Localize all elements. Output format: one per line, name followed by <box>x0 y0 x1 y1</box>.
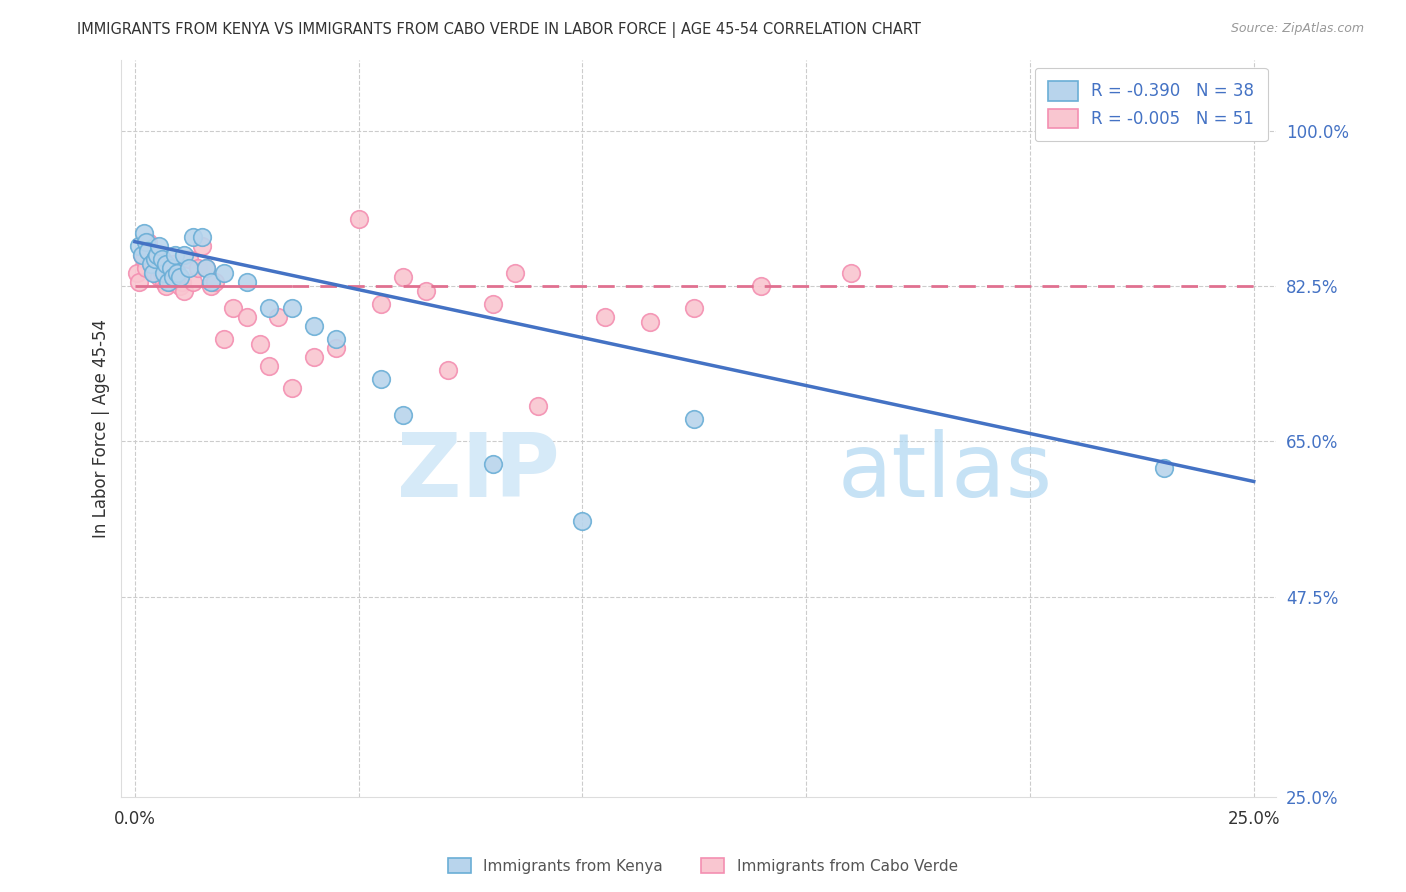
Point <box>173 248 195 262</box>
Point <box>159 275 181 289</box>
Point <box>638 315 661 329</box>
Point <box>143 252 166 267</box>
Point <box>148 239 170 253</box>
Point <box>127 266 149 280</box>
Point <box>751 279 773 293</box>
Point <box>1153 461 1175 475</box>
Point <box>136 235 159 249</box>
Y-axis label: In Labor Force | Age 45-54: In Labor Force | Age 45-54 <box>93 318 110 538</box>
Legend: R = -0.390   N = 38, R = -0.005   N = 51: R = -0.390 N = 38, R = -0.005 N = 51 <box>1035 68 1268 142</box>
Point <box>1108 106 1130 120</box>
Text: ZIP: ZIP <box>398 429 560 516</box>
Text: IMMIGRANTS FROM KENYA VS IMMIGRANTS FROM CABO VERDE IN LABOR FORCE | AGE 45-54 C: IMMIGRANTS FROM KENYA VS IMMIGRANTS FROM… <box>77 22 921 38</box>
Point <box>191 239 214 253</box>
Point <box>370 372 392 386</box>
Point <box>136 244 159 258</box>
Point <box>177 252 200 267</box>
Point <box>482 297 505 311</box>
Point <box>325 332 347 346</box>
Point <box>214 332 236 346</box>
Point <box>571 515 593 529</box>
Point <box>214 266 236 280</box>
Text: atlas: atlas <box>838 429 1053 516</box>
Point <box>302 319 325 334</box>
Point <box>128 239 150 253</box>
Point <box>150 252 173 267</box>
Point <box>181 275 204 289</box>
Point <box>370 297 392 311</box>
Point <box>159 261 181 276</box>
Point <box>280 381 302 395</box>
Point <box>157 261 180 276</box>
Point <box>503 266 526 280</box>
Point <box>155 257 177 271</box>
Point <box>204 275 226 289</box>
Point <box>146 252 169 267</box>
Point <box>200 279 222 293</box>
Point <box>177 261 200 276</box>
Point <box>146 248 169 262</box>
Point <box>132 252 155 267</box>
Point <box>195 261 218 276</box>
Point <box>162 257 184 271</box>
Point <box>249 336 271 351</box>
Point <box>162 270 184 285</box>
Point <box>200 275 222 289</box>
Point <box>135 235 157 249</box>
Point <box>153 266 176 280</box>
Point <box>169 279 191 293</box>
Point <box>153 275 176 289</box>
Point <box>186 261 208 276</box>
Point <box>302 350 325 364</box>
Point <box>142 257 165 271</box>
Point <box>128 275 150 289</box>
Point <box>132 226 155 240</box>
Point <box>235 310 257 325</box>
Point <box>257 359 280 373</box>
Point <box>267 310 290 325</box>
Point <box>325 341 347 355</box>
Point <box>157 275 180 289</box>
Point <box>280 301 302 316</box>
Point <box>148 270 170 285</box>
Text: Source: ZipAtlas.com: Source: ZipAtlas.com <box>1230 22 1364 36</box>
Point <box>165 270 187 285</box>
Point <box>839 266 862 280</box>
Point <box>222 301 245 316</box>
Point <box>437 363 460 377</box>
Point <box>235 275 257 289</box>
Point <box>143 266 166 280</box>
Point <box>139 248 162 262</box>
Point <box>142 266 165 280</box>
Point <box>165 248 187 262</box>
Point <box>170 275 193 289</box>
Legend: Immigrants from Kenya, Immigrants from Cabo Verde: Immigrants from Kenya, Immigrants from C… <box>443 852 963 880</box>
Point <box>181 230 204 244</box>
Point <box>155 279 177 293</box>
Point <box>173 284 195 298</box>
Point <box>150 266 173 280</box>
Point <box>131 248 153 262</box>
Point <box>683 412 706 426</box>
Point <box>683 301 706 316</box>
Point <box>392 408 415 422</box>
Point <box>347 212 370 227</box>
Point <box>139 257 162 271</box>
Point <box>526 399 548 413</box>
Point <box>166 266 188 280</box>
Point <box>482 457 505 471</box>
Point <box>257 301 280 316</box>
Point <box>131 248 153 262</box>
Point <box>195 261 218 276</box>
Point <box>191 230 214 244</box>
Point <box>415 284 437 298</box>
Point <box>392 270 415 285</box>
Point <box>169 270 191 285</box>
Point <box>135 261 157 276</box>
Point <box>593 310 616 325</box>
Point <box>166 266 188 280</box>
